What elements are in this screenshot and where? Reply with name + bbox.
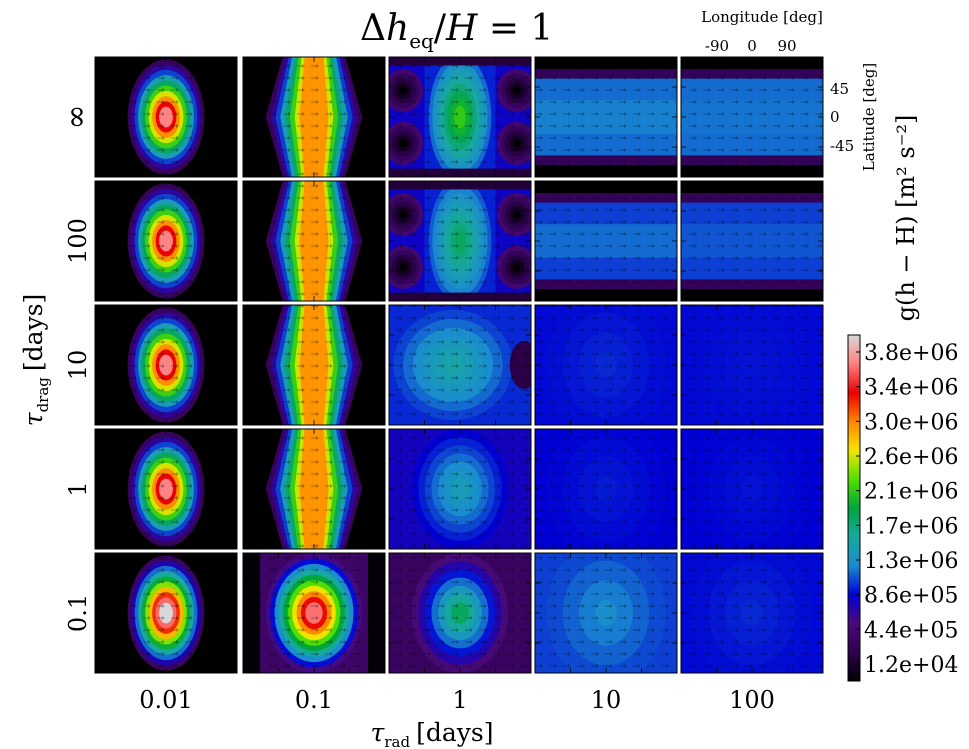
- chart-title: Δheq/H = 1: [360, 8, 554, 54]
- panel-r0-c0: [94, 56, 238, 178]
- panel-r3-c1: [242, 428, 386, 550]
- panel-r3-c4: [680, 428, 824, 550]
- y-tick-label: 10: [64, 350, 92, 381]
- panel-frame: [94, 428, 238, 550]
- panel-r4-c3: [534, 552, 678, 674]
- colorbar-tick-label: 3.8e+06: [864, 341, 958, 366]
- panel-r3-c3: [534, 428, 678, 550]
- panel-grid: [94, 56, 824, 674]
- colorbar-tick-label: 8.6e+05: [864, 584, 958, 609]
- panel-r1-c2: [388, 180, 532, 302]
- panel-frame: [388, 428, 532, 550]
- latitude-title: Latitude [deg]: [860, 63, 878, 171]
- panel-frame: [94, 552, 238, 674]
- panel-frame: [94, 304, 238, 426]
- longitude-tick: 0: [747, 37, 757, 55]
- colorbar-tick-label: 1.7e+06: [864, 514, 958, 539]
- longitude-title: Longitude [deg]: [701, 8, 823, 26]
- panel-r0-c4: [680, 56, 824, 178]
- panel-frame: [242, 56, 386, 178]
- panel-r0-c1: [242, 56, 386, 178]
- panel-frame: [680, 552, 824, 674]
- panel-r1-c1: [242, 180, 386, 302]
- panel-frame: [94, 56, 238, 178]
- panel-frame: [388, 552, 532, 674]
- panel-frame: [534, 304, 678, 426]
- colorbar-tick-label: 2.6e+06: [864, 445, 958, 470]
- panel-r4-c4: [680, 552, 824, 674]
- panel-r4-c1: [242, 552, 386, 674]
- y-tick-label: 0.1: [64, 594, 92, 632]
- colorbar-tick-label: 1.3e+06: [864, 549, 958, 574]
- x-tick-label: 1: [452, 686, 467, 714]
- panel-r2-c1: [242, 304, 386, 426]
- longitude-tick: 90: [777, 37, 796, 55]
- colorbar: 3.8e+06 3.4e+06 3.0e+06 2.6e+06 2.1e+06 1.7e+…: [847, 115, 958, 682]
- panel-r2-c2: [388, 304, 532, 426]
- panel-frame: [242, 304, 386, 426]
- panel-frame: [680, 304, 824, 426]
- panel-r2-c0: [94, 304, 238, 426]
- panel-frame: [242, 552, 386, 674]
- y-tick-label: 1: [64, 481, 92, 496]
- y-tick-label: ∞: [59, 105, 94, 130]
- panel-frame: [534, 428, 678, 550]
- colorbar-tick-label: 2.1e+06: [864, 480, 958, 505]
- latitude-tick: -45: [830, 137, 854, 155]
- panel-r3-c0: [94, 428, 238, 550]
- panel-frame: [534, 180, 678, 302]
- panel-r1-c3: [534, 180, 678, 302]
- panel-frame: [534, 552, 678, 674]
- panel-frame: [680, 56, 824, 178]
- panel-r4-c0: [94, 552, 238, 674]
- colorbar-tick-label: 3.0e+06: [864, 410, 958, 435]
- panel-frame: [388, 180, 532, 302]
- x-tick-label: 0.1: [295, 686, 333, 714]
- panel-frame: [534, 56, 678, 178]
- panel-frame: [94, 180, 238, 302]
- panel-r4-c2: [388, 552, 532, 674]
- latitude-tick: 45: [830, 80, 849, 98]
- axis-labels: 0.01 0.1 1 10 100 ∞ 100 10 1 0.1 τrad [days] τdrag[d…: [19, 8, 878, 749]
- panel-r1-c0: [94, 180, 238, 302]
- longitude-tick: -90: [705, 37, 729, 55]
- x-tick-label: 100: [729, 686, 775, 714]
- panel-r1-c4: [680, 180, 824, 302]
- colorbar-label: g(h − H) [m² s⁻²]: [892, 115, 920, 322]
- x-tick-label: 10: [591, 686, 622, 714]
- y-axis-title: τdrag[days]: [19, 294, 52, 427]
- panel-r2-c4: [680, 304, 824, 426]
- panel-frame: [242, 180, 386, 302]
- colorbar-tick-label: 3.4e+06: [864, 376, 958, 401]
- panel-r3-c2: [388, 428, 532, 550]
- x-axis-title: τrad [days]: [371, 718, 494, 749]
- latitude-tick: 0: [830, 108, 840, 126]
- panel-frame: [388, 304, 532, 426]
- panel-r2-c3: [534, 304, 678, 426]
- colorbar-tick-label: 1.2e+04: [864, 653, 958, 678]
- panel-frame: [680, 428, 824, 550]
- panel-frame: [680, 180, 824, 302]
- x-tick-label: 0.01: [139, 686, 192, 714]
- y-tick-label: 100: [64, 218, 92, 264]
- panel-frame: [242, 428, 386, 550]
- panel-frame: [388, 56, 532, 178]
- panel-r0-c3: [534, 56, 678, 178]
- panel-r0-c2: [388, 56, 532, 178]
- colorbar-tick-label: 4.4e+05: [864, 618, 958, 643]
